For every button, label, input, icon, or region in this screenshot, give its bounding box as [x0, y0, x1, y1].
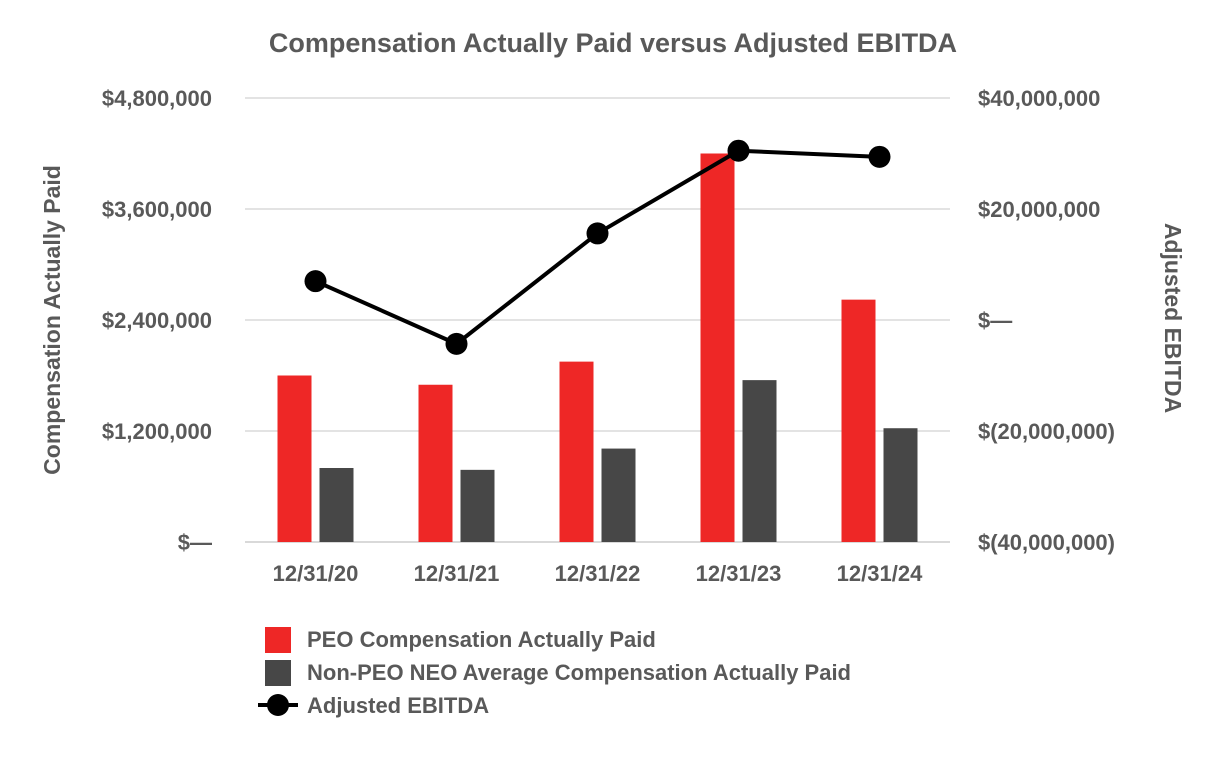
- non-peo-bar: [883, 428, 918, 542]
- peo-bar: [841, 299, 876, 542]
- peo-bar: [277, 375, 312, 542]
- legend: PEO Compensation Actually Paid Non-PEO NE…: [258, 627, 851, 718]
- ebitda-line: [304, 139, 891, 355]
- category-label: 12/31/20: [273, 561, 359, 586]
- left-tick-label: $4,800,000: [102, 86, 212, 111]
- right-axis-ticks: $(40,000,000) $(20,000,000) $— $20,000,000 $…: [978, 86, 1115, 555]
- left-axis-title: Compensation Actually Paid: [39, 165, 65, 475]
- category-labels: 12/31/20 12/31/21 12/31/22 12/31/23 12/31/24: [273, 561, 923, 586]
- chart-title: Compensation Actually Paid versus Adjust…: [269, 28, 957, 58]
- left-tick-label: $2,400,000: [102, 308, 212, 333]
- left-tick-label: $1,200,000: [102, 419, 212, 444]
- ebitda-point: [727, 139, 750, 162]
- peo-bar: [559, 361, 594, 542]
- legend-label: Non-PEO NEO Average Compensation Actuall…: [307, 660, 851, 685]
- legend-swatch: [265, 660, 291, 686]
- legend-label: PEO Compensation Actually Paid: [307, 627, 656, 652]
- bars: [277, 153, 918, 542]
- non-peo-bar: [742, 380, 777, 542]
- category-label: 12/31/24: [837, 561, 923, 586]
- left-axis-ticks: $— $1,200,000 $2,400,000 $3,600,000 $4,800,0…: [102, 86, 212, 555]
- legend-marker: [267, 694, 289, 716]
- non-peo-bar: [601, 448, 636, 542]
- right-tick-label: $40,000,000: [978, 86, 1100, 111]
- peo-bar: [418, 384, 453, 542]
- peo-bar: [700, 153, 735, 542]
- legend-swatch: [265, 627, 291, 653]
- left-tick-label: $—: [178, 530, 212, 555]
- ebitda-point: [586, 222, 609, 245]
- category-label: 12/31/23: [696, 561, 782, 586]
- ebitda-line-path: [314, 148, 880, 346]
- right-tick-label: $—: [978, 308, 1012, 333]
- ebitda-point: [868, 145, 891, 168]
- left-tick-label: $3,600,000: [102, 197, 212, 222]
- right-tick-label: $20,000,000: [978, 197, 1100, 222]
- non-peo-bar: [460, 469, 495, 542]
- category-label: 12/31/22: [555, 561, 641, 586]
- right-tick-label: $(20,000,000): [978, 419, 1115, 444]
- right-axis-title: Adjusted EBITDA: [1160, 223, 1186, 413]
- right-tick-label: $(40,000,000): [978, 530, 1115, 555]
- non-peo-bar: [319, 468, 354, 542]
- category-label: 12/31/21: [414, 561, 500, 586]
- legend-label: Adjusted EBITDA: [307, 693, 489, 718]
- gridlines: [245, 97, 950, 543]
- ebitda-point: [445, 332, 468, 355]
- ebitda-point: [304, 270, 327, 293]
